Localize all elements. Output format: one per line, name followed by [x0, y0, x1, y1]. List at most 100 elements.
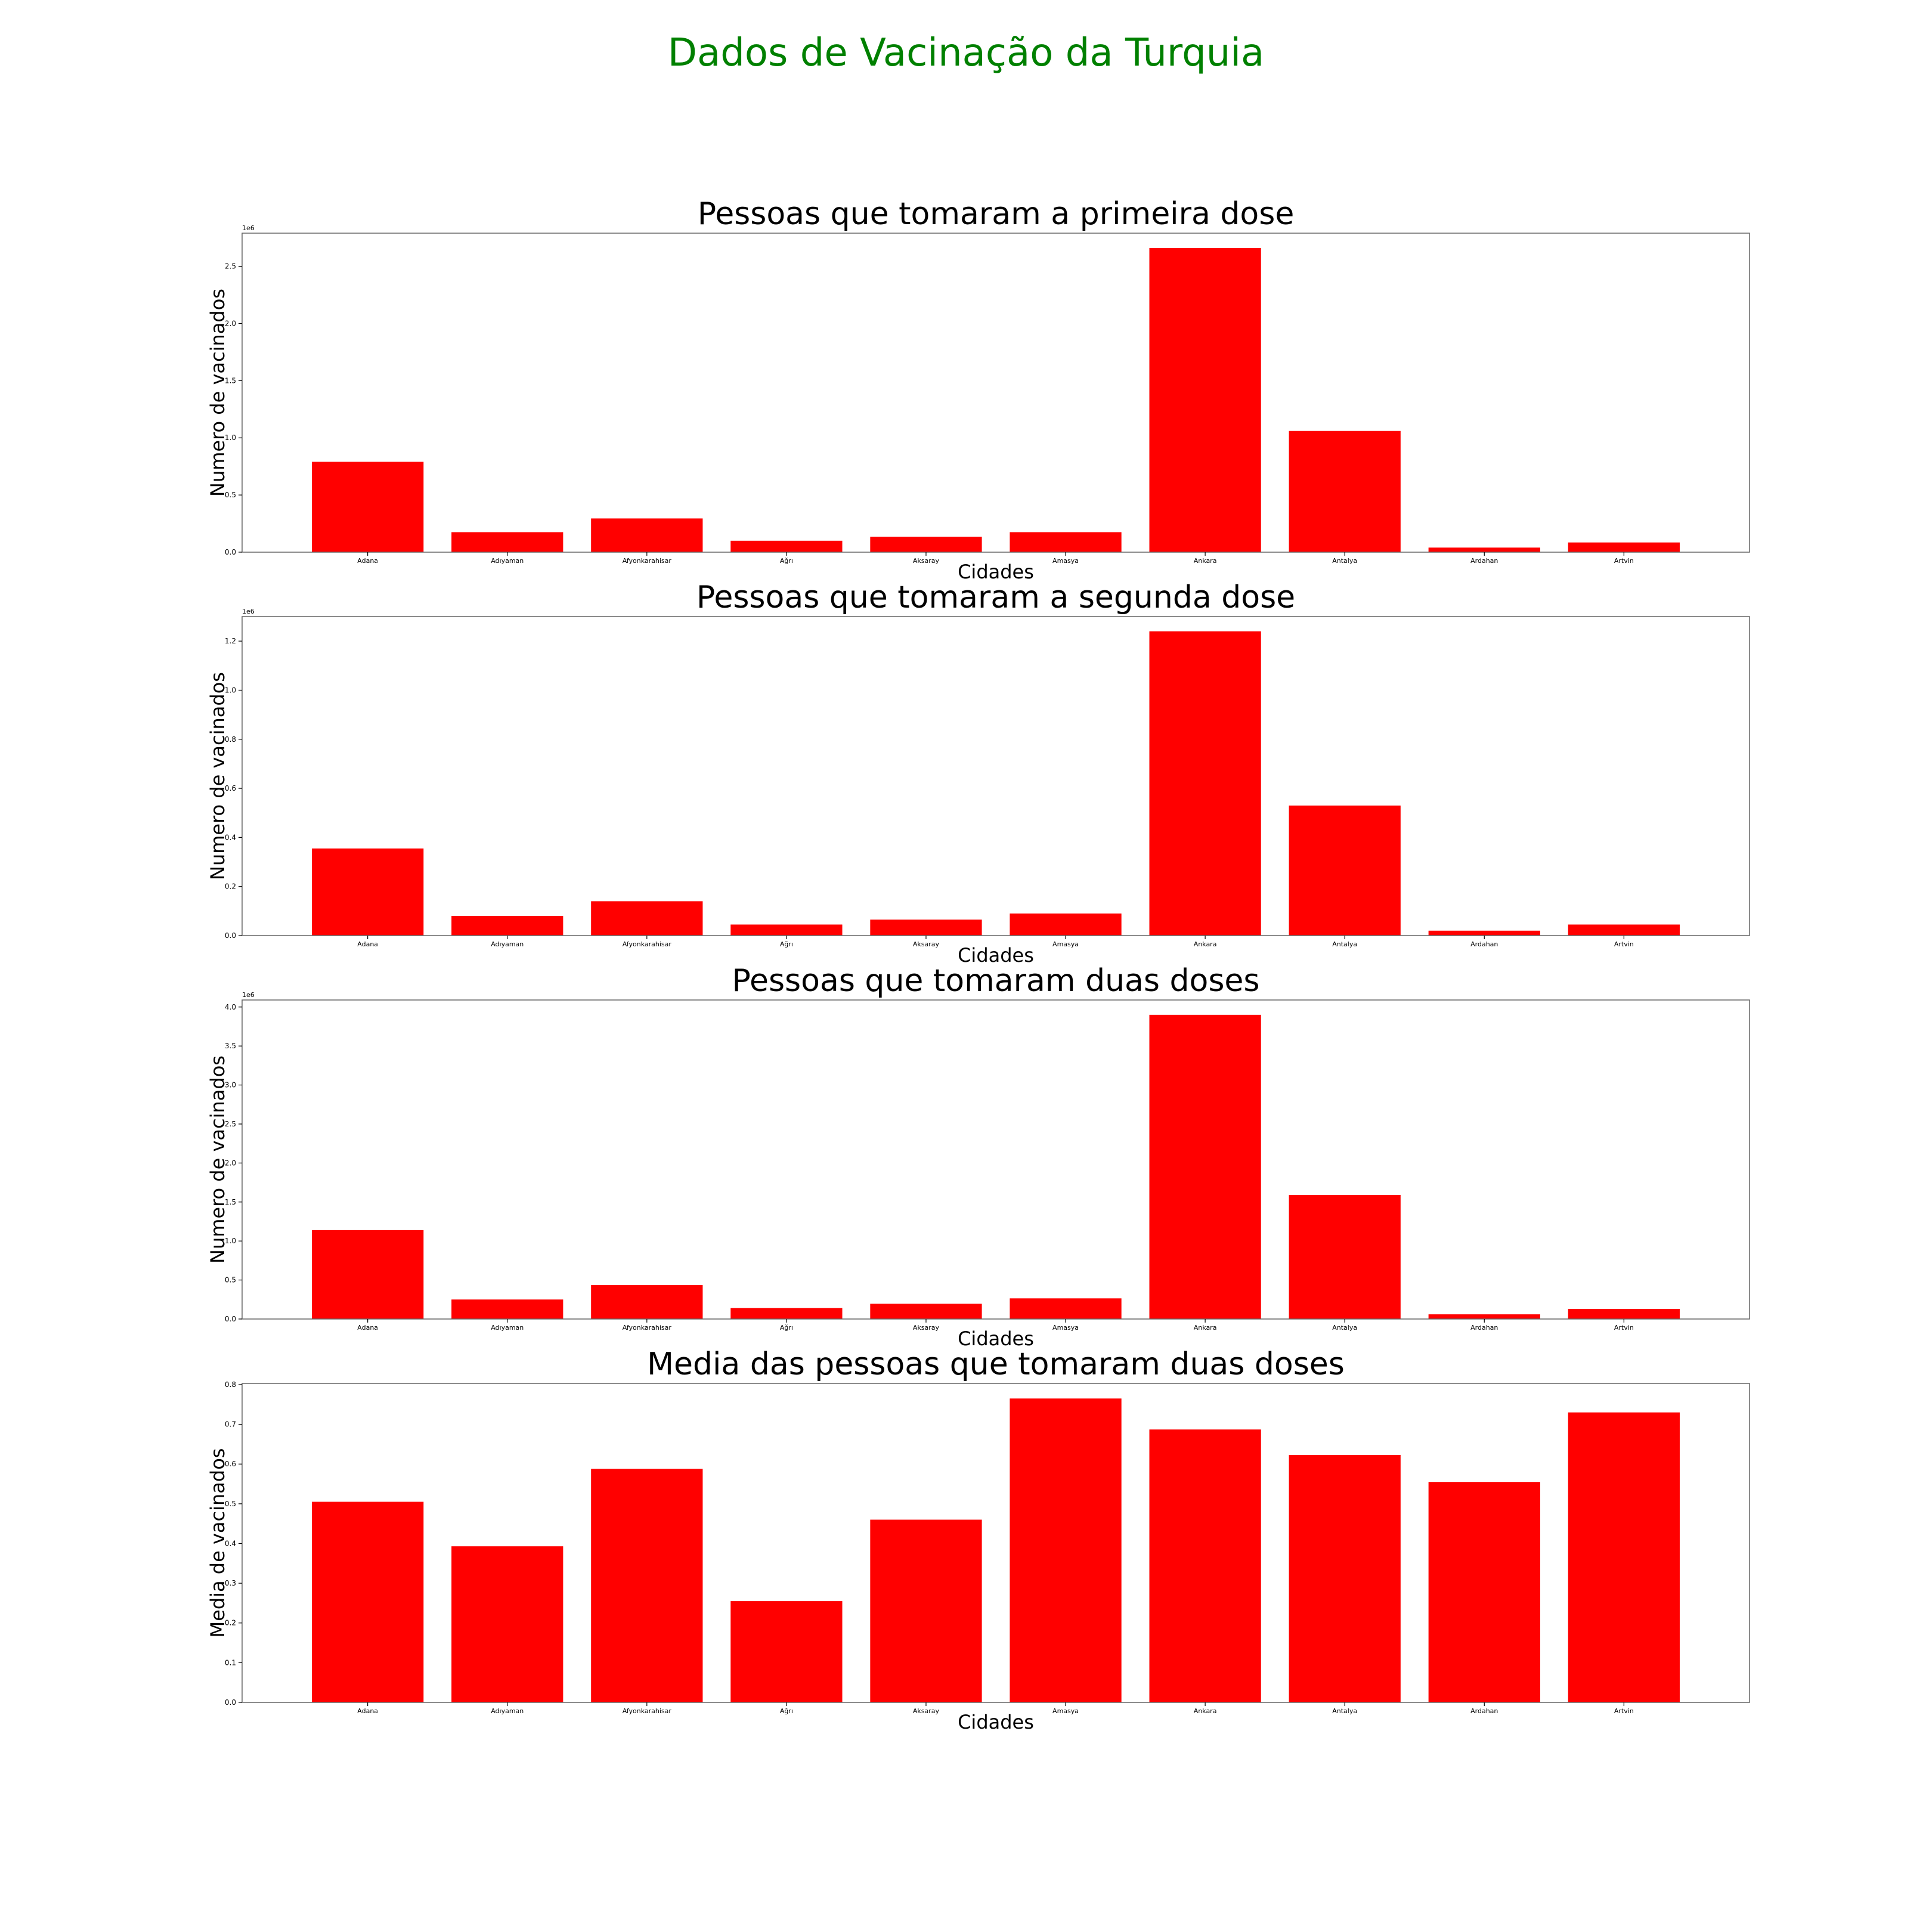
xtick-label: Antalya [1332, 940, 1357, 948]
xtick-label: Ankara [1194, 940, 1217, 948]
bar-9 [1428, 1314, 1540, 1319]
bar-1 [312, 1230, 424, 1319]
xtick-label: Artvin [1614, 1324, 1634, 1332]
y-axis-label: Numero de vacinados [206, 289, 229, 497]
subplot-1: Pessoas que tomaram a primeira dose 0.0 0.… [206, 196, 1750, 583]
ytick-label: 0.0 [225, 1315, 236, 1323]
x-axis-label: Cidades [958, 561, 1034, 583]
plot-frame [242, 999, 1750, 1320]
xtick-label: Amasya [1052, 1324, 1079, 1332]
ytick-label: 0.4 [225, 1539, 236, 1547]
ytick-label: 2.0 [225, 319, 236, 327]
y-axis-label: Media de vacinados [206, 1448, 229, 1638]
xtick-label: Aksaray [913, 1324, 940, 1332]
y-axis-label: Numero de vacinados [206, 1055, 229, 1264]
y-axis-label: Numero de vacinados [206, 672, 229, 880]
xtick-label: Adana [357, 557, 378, 565]
ytick-label: 0.0 [225, 931, 236, 940]
bar-8 [1289, 431, 1401, 552]
ytick-label: 0.1 [225, 1658, 236, 1667]
xtick-label: Adana [357, 940, 378, 948]
ytick-label: 0.2 [225, 883, 236, 891]
subplot-3: Pessoas que tomaram duas doses 0.0 0.5 1.0 1… [206, 963, 1750, 1350]
ytick-label: 2.0 [225, 1159, 236, 1167]
subplot-4: Media das pessoas que tomaram duas doses… [206, 1346, 1750, 1733]
bar-3 [591, 518, 703, 552]
ytick-label: 0.6 [225, 1460, 236, 1468]
xtick-label: Ankara [1194, 1707, 1217, 1715]
xtick-label: Adıyaman [491, 940, 524, 948]
xtick-label: Antalya [1332, 1707, 1357, 1715]
ytick-label: 3.0 [225, 1081, 236, 1089]
subplot-2: Pessoas que tomaram a segunda dose 0.0 0.2… [206, 580, 1750, 967]
bar-7 [1149, 1014, 1261, 1319]
bar-3 [591, 1469, 703, 1702]
bar-7 [1149, 247, 1261, 552]
subplots-group: Pessoas que tomaram a primeira dose 0.0 0.… [206, 196, 1750, 1733]
bar-8 [1289, 1195, 1401, 1319]
xtick-label: Ardahan [1470, 1707, 1498, 1715]
bar-6 [1010, 913, 1122, 936]
bar-6 [1010, 1398, 1122, 1702]
xtick-label: Artvin [1614, 940, 1634, 948]
bar-8 [1289, 1454, 1401, 1702]
xtick-label: Adana [357, 1707, 378, 1715]
ytick-label: 0.3 [225, 1579, 236, 1587]
bar-10 [1568, 1412, 1680, 1702]
ytick-label: 0.2 [225, 1619, 236, 1627]
x-axis-label: Cidades [958, 1711, 1034, 1733]
figure-suptitle: Dados de Vacinação da Turquia [668, 31, 1265, 75]
bar-7 [1149, 631, 1261, 936]
bar-4 [730, 540, 843, 552]
bar-5 [870, 1304, 982, 1319]
xtick-label: Aksaray [913, 1707, 940, 1715]
x-axis-label: Cidades [958, 1327, 1034, 1350]
plot-frame [242, 233, 1750, 553]
ytick-label: 0.5 [225, 491, 236, 499]
bar-1 [312, 1501, 424, 1702]
bar-9 [1428, 930, 1540, 936]
xtick-label: Amasya [1052, 940, 1079, 948]
yaxis-offset-text: 1e6 [242, 991, 255, 999]
subplot-title: Media das pessoas que tomaram duas doses [647, 1346, 1345, 1382]
bar-1 [312, 462, 424, 552]
xtick-label: Afyonkarahisar [623, 1324, 672, 1332]
xtick-label: Afyonkarahisar [623, 557, 672, 565]
ytick-label: 1.0 [225, 434, 236, 442]
ytick-label: 1.0 [225, 686, 236, 694]
xtick-label: Ağrı [780, 940, 793, 948]
xtick-label: Artvin [1614, 557, 1634, 565]
ytick-label: 1.5 [225, 376, 236, 385]
bar-4 [730, 1308, 843, 1319]
bar-5 [870, 919, 982, 936]
bar-8 [1289, 805, 1401, 936]
ytick-label: 2.5 [225, 262, 236, 271]
xtick-label: Afyonkarahisar [623, 1707, 672, 1715]
bar-6 [1010, 532, 1122, 552]
ytick-label: 0.0 [225, 1698, 236, 1707]
yaxis-offset-text: 1e6 [242, 608, 255, 615]
xtick-label: Adıyaman [491, 1707, 524, 1715]
bar-2 [451, 532, 564, 552]
xtick-label: Ardahan [1470, 940, 1498, 948]
bar-9 [1428, 547, 1540, 552]
xtick-label: Afyonkarahisar [623, 940, 672, 948]
xtick-label: Ankara [1194, 1324, 1217, 1332]
x-axis-label: Cidades [958, 944, 1034, 967]
ytick-label: 1.2 [225, 637, 236, 645]
ytick-label: 0.0 [225, 548, 236, 556]
subplot-title: Pessoas que tomaram a primeira dose [698, 196, 1295, 232]
yaxis-offset-text: 1e6 [242, 224, 255, 232]
plot-frame [242, 616, 1750, 936]
ytick-label: 0.4 [225, 833, 236, 841]
xtick-label: Amasya [1052, 557, 1079, 565]
xtick-label: Ağrı [780, 557, 793, 565]
plot-frame [242, 1383, 1750, 1703]
xtick-label: Ağrı [780, 1707, 793, 1715]
ytick-label: 0.7 [225, 1420, 236, 1429]
ytick-label: 0.5 [225, 1500, 236, 1508]
bar-4 [730, 1601, 843, 1702]
xtick-label: Artvin [1614, 1707, 1634, 1715]
bar-6 [1010, 1298, 1122, 1319]
